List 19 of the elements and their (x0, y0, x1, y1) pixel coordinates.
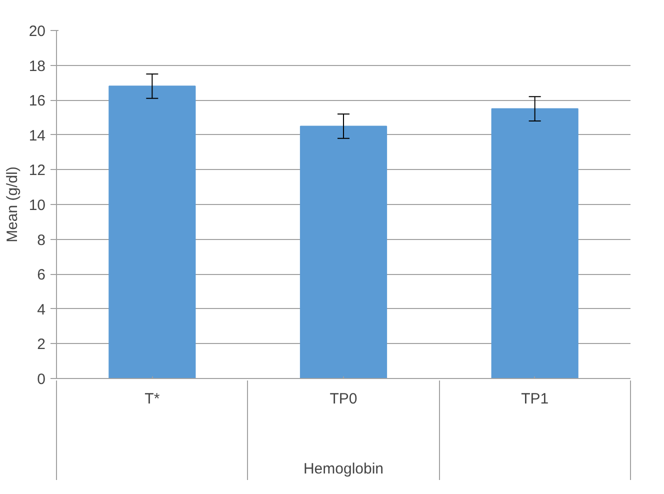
y-tick-label: 16 (28, 92, 46, 110)
y-tick-label: 4 (37, 301, 46, 318)
x-tick-label: T* (144, 390, 160, 408)
y-tick-label: 8 (37, 232, 46, 249)
y-tick-label: 10 (28, 197, 46, 214)
y-axis-title: Mean (g/dl) (4, 166, 21, 242)
y-tick-label: 2 (37, 336, 46, 354)
y-tick-label: 6 (37, 266, 46, 284)
y-tick-label: 14 (28, 127, 46, 144)
y-tick-label: 0 (37, 371, 46, 388)
y-tick-label: 18 (28, 58, 46, 75)
bar (300, 126, 388, 378)
bar (491, 108, 578, 378)
bar (108, 86, 196, 378)
y-tick-label: 12 (28, 162, 46, 180)
y-tick-label: 20 (28, 23, 46, 40)
x-axis-title: Hemoglobin (303, 460, 384, 478)
x-tick-label: TP1 (521, 390, 549, 408)
x-tick-label: TP0 (330, 390, 358, 408)
